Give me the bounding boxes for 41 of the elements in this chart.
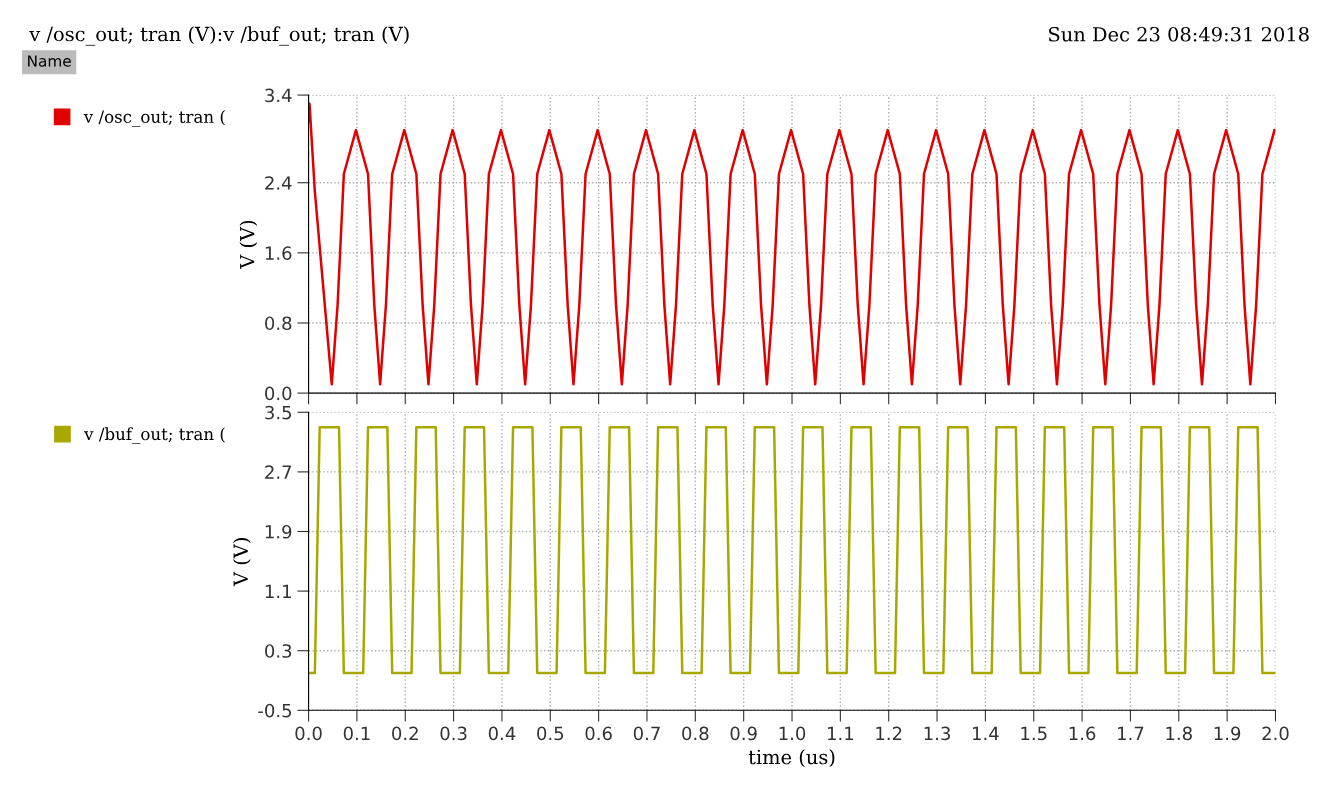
y-tick-label: 1.6 xyxy=(265,246,292,260)
x-tick-label: 1.1 xyxy=(827,726,854,740)
line-series xyxy=(308,102,1276,386)
legend-label: v /osc_out; tran ( xyxy=(83,110,225,127)
y-tick-label: 0.3 xyxy=(265,644,292,658)
x-tick-label: 1.9 xyxy=(1214,726,1241,741)
x-tick-label: 1.8 xyxy=(1166,726,1192,741)
x-axis-title: time (us) xyxy=(748,749,835,768)
y-axis-title: V (V) xyxy=(239,220,258,269)
x-tick-label: 0.2 xyxy=(392,726,418,741)
y-tick-label: 3.4 xyxy=(265,88,292,103)
x-tick-label: 0.5 xyxy=(537,726,564,741)
y-tick-label: 1.1 xyxy=(265,584,291,598)
y-tick-label: 0.8 xyxy=(265,316,292,331)
x-tick-label: 1.3 xyxy=(924,726,950,741)
y-tick-label: 2.4 xyxy=(265,176,292,190)
x-tick-label: 2.0 xyxy=(1262,726,1289,741)
x-tick-label: 1.6 xyxy=(1069,726,1096,741)
chart-title: v /osc_out; tran (V):v /buf_out; tran (V) xyxy=(29,26,409,46)
x-tick-label: 0.7 xyxy=(633,726,660,741)
x-tick-label: 1.7 xyxy=(1118,726,1144,740)
y-tick-label: 1.9 xyxy=(265,524,292,539)
x-tick-label: 1.0 xyxy=(779,726,806,741)
y-tick-label: 3.5 xyxy=(265,405,292,420)
x-tick-label: 1.5 xyxy=(1021,726,1047,741)
x-tick-label: 0.3 xyxy=(440,726,467,741)
x-tick-label: 0.9 xyxy=(730,726,757,741)
x-tick-label: 0.8 xyxy=(682,726,709,741)
x-tick-label: 0.6 xyxy=(585,726,612,741)
text: Sun Dec 23 08:49:31 2018 xyxy=(1049,26,1309,42)
y-axis-title: V (V) xyxy=(232,538,251,587)
y-tick-label: 2.7 xyxy=(265,465,292,479)
x-tick-label: 1.2 xyxy=(876,726,902,740)
y-tick-label: 0.0 xyxy=(265,386,292,401)
x-tick-label: 1.4 xyxy=(973,726,999,740)
x-tick-label: 0.1 xyxy=(343,726,370,741)
text: Name xyxy=(28,55,71,67)
y-tick-label: -0.5 xyxy=(258,703,292,718)
x-tick-label: 0.0 xyxy=(295,726,322,741)
x-tick-label: 0.4 xyxy=(488,726,516,741)
legend-label: v /buf_out; tran ( xyxy=(84,427,225,444)
